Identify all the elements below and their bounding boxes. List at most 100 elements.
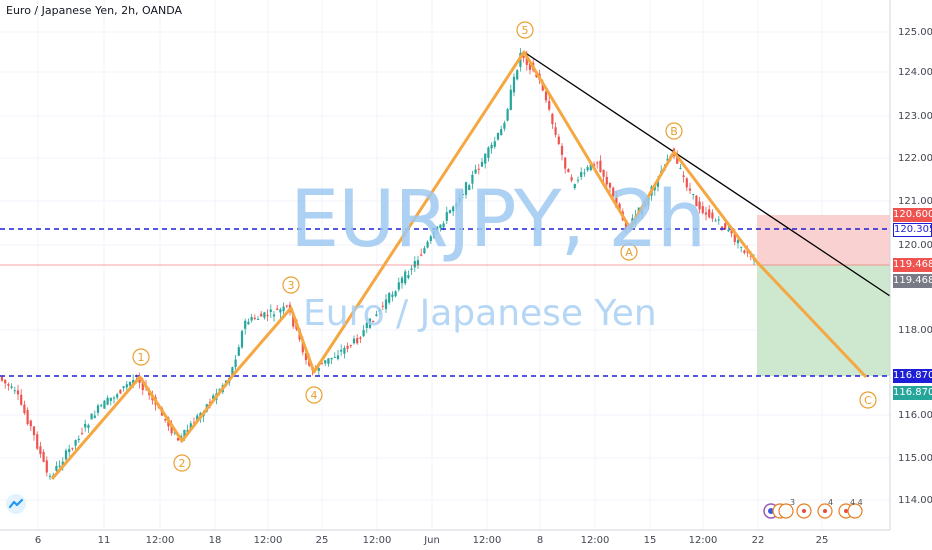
price-tick: 116.000: [898, 410, 932, 421]
event-markers[interactable]: 3 4 4 4: [763, 498, 863, 519]
candle-body: [112, 397, 116, 399]
watermark-symbol: EURJPY, 2h: [290, 175, 706, 265]
candle-body: [292, 314, 295, 327]
candle-body: [599, 160, 602, 172]
candle-body: [234, 359, 237, 368]
candle-body: [324, 360, 327, 364]
candle-body: [128, 381, 132, 386]
candle-body: [512, 76, 516, 93]
candle-body: [586, 167, 589, 171]
candle-body: [349, 345, 352, 347]
candle-body: [708, 209, 711, 218]
watermark-name: Euro / Japanese Yen: [303, 293, 657, 334]
candle-body: [468, 185, 471, 191]
candle-body: [368, 318, 372, 328]
tradingview-logo-icon[interactable]: [6, 494, 26, 514]
candle-body: [0, 376, 4, 381]
candle-body: [173, 432, 176, 434]
candle-body: [109, 397, 112, 401]
price-tick: 114.000: [898, 495, 932, 506]
candle-body: [743, 250, 746, 253]
candle-body: [285, 305, 288, 307]
candle-body: [724, 223, 727, 230]
candle-body: [333, 356, 336, 358]
candle-body: [96, 405, 100, 413]
candle-body: [490, 144, 493, 149]
candle-body: [256, 318, 260, 320]
candle-body: [407, 275, 410, 279]
candle-body: [237, 347, 240, 356]
candle-body: [528, 62, 532, 70]
time-tick: 12:00: [363, 535, 392, 546]
candle-body: [474, 169, 477, 174]
candle-body: [487, 147, 490, 158]
price-tag-current-gray: 119.468: [893, 274, 932, 288]
candle-body: [666, 159, 669, 161]
candle-body: [676, 154, 679, 164]
candle-body: [464, 182, 468, 195]
time-tick: 22: [752, 535, 765, 546]
elliott-wave-line[interactable]: [50, 50, 868, 480]
candle-body: [372, 320, 375, 323]
candle-body: [480, 161, 484, 167]
candle-body: [525, 54, 528, 65]
time-axis[interactable]: [0, 530, 890, 550]
candle-body: [548, 100, 551, 110]
candle-body: [394, 291, 397, 297]
candle-body: [189, 423, 192, 429]
candle-body: [23, 404, 26, 414]
candle-body: [541, 83, 544, 91]
price-tick: 120.000: [898, 240, 932, 251]
candle-body: [330, 357, 333, 360]
candle-body: [340, 349, 343, 352]
candle-body: [688, 188, 692, 191]
candle-body: [106, 397, 109, 405]
candle-body: [176, 438, 180, 441]
candle-body: [500, 129, 503, 136]
candle-body: [567, 168, 570, 173]
candle-body: [535, 74, 538, 78]
candle-body: [733, 233, 736, 242]
candle-body: [132, 379, 135, 384]
wave-label-a: A: [620, 243, 638, 261]
candle-body: [4, 379, 7, 384]
price-tag-entry: 120.305: [893, 223, 932, 237]
candle-body: [42, 451, 45, 462]
candle-body: [711, 212, 714, 219]
candle-body: [397, 282, 400, 290]
candle-body: [477, 168, 480, 170]
candle-body: [74, 440, 77, 446]
wave-label-2: 2: [173, 454, 191, 472]
svg-text:B: B: [670, 125, 678, 138]
candle-body: [461, 193, 464, 195]
candle-body: [388, 292, 391, 303]
stop-zone[interactable]: [757, 215, 890, 265]
candle-body: [346, 345, 349, 349]
price-tick: 118.000: [898, 325, 932, 336]
candle-body: [410, 268, 413, 270]
candle-body: [602, 169, 605, 177]
candle-body: [269, 309, 272, 312]
price-tick: 122.000: [898, 153, 932, 164]
wave-label-c: C: [859, 391, 877, 409]
candle-body: [682, 175, 685, 178]
price-tag-target: 116.870: [893, 369, 932, 383]
trend-line[interactable]: [523, 51, 894, 299]
candle-body: [570, 177, 573, 181]
candle-body: [103, 400, 106, 409]
time-tick: 12:00: [254, 535, 283, 546]
candle-body: [84, 423, 87, 428]
svg-text:2: 2: [179, 457, 186, 470]
candle-body: [362, 330, 365, 337]
wave-label-1: 1: [132, 348, 150, 366]
candle-body: [404, 271, 407, 284]
candle-body: [612, 187, 615, 196]
event-count: 3: [790, 498, 795, 507]
chart-title: Euro / Japanese Yen, 2h, OANDA: [6, 4, 183, 17]
candle-body: [493, 141, 496, 147]
time-axis-ticks: 6 11 12:00 18 12:00 25 12:00 Jun 12:00 8…: [35, 535, 829, 546]
candle-body: [327, 358, 330, 364]
candle-body: [381, 305, 384, 307]
